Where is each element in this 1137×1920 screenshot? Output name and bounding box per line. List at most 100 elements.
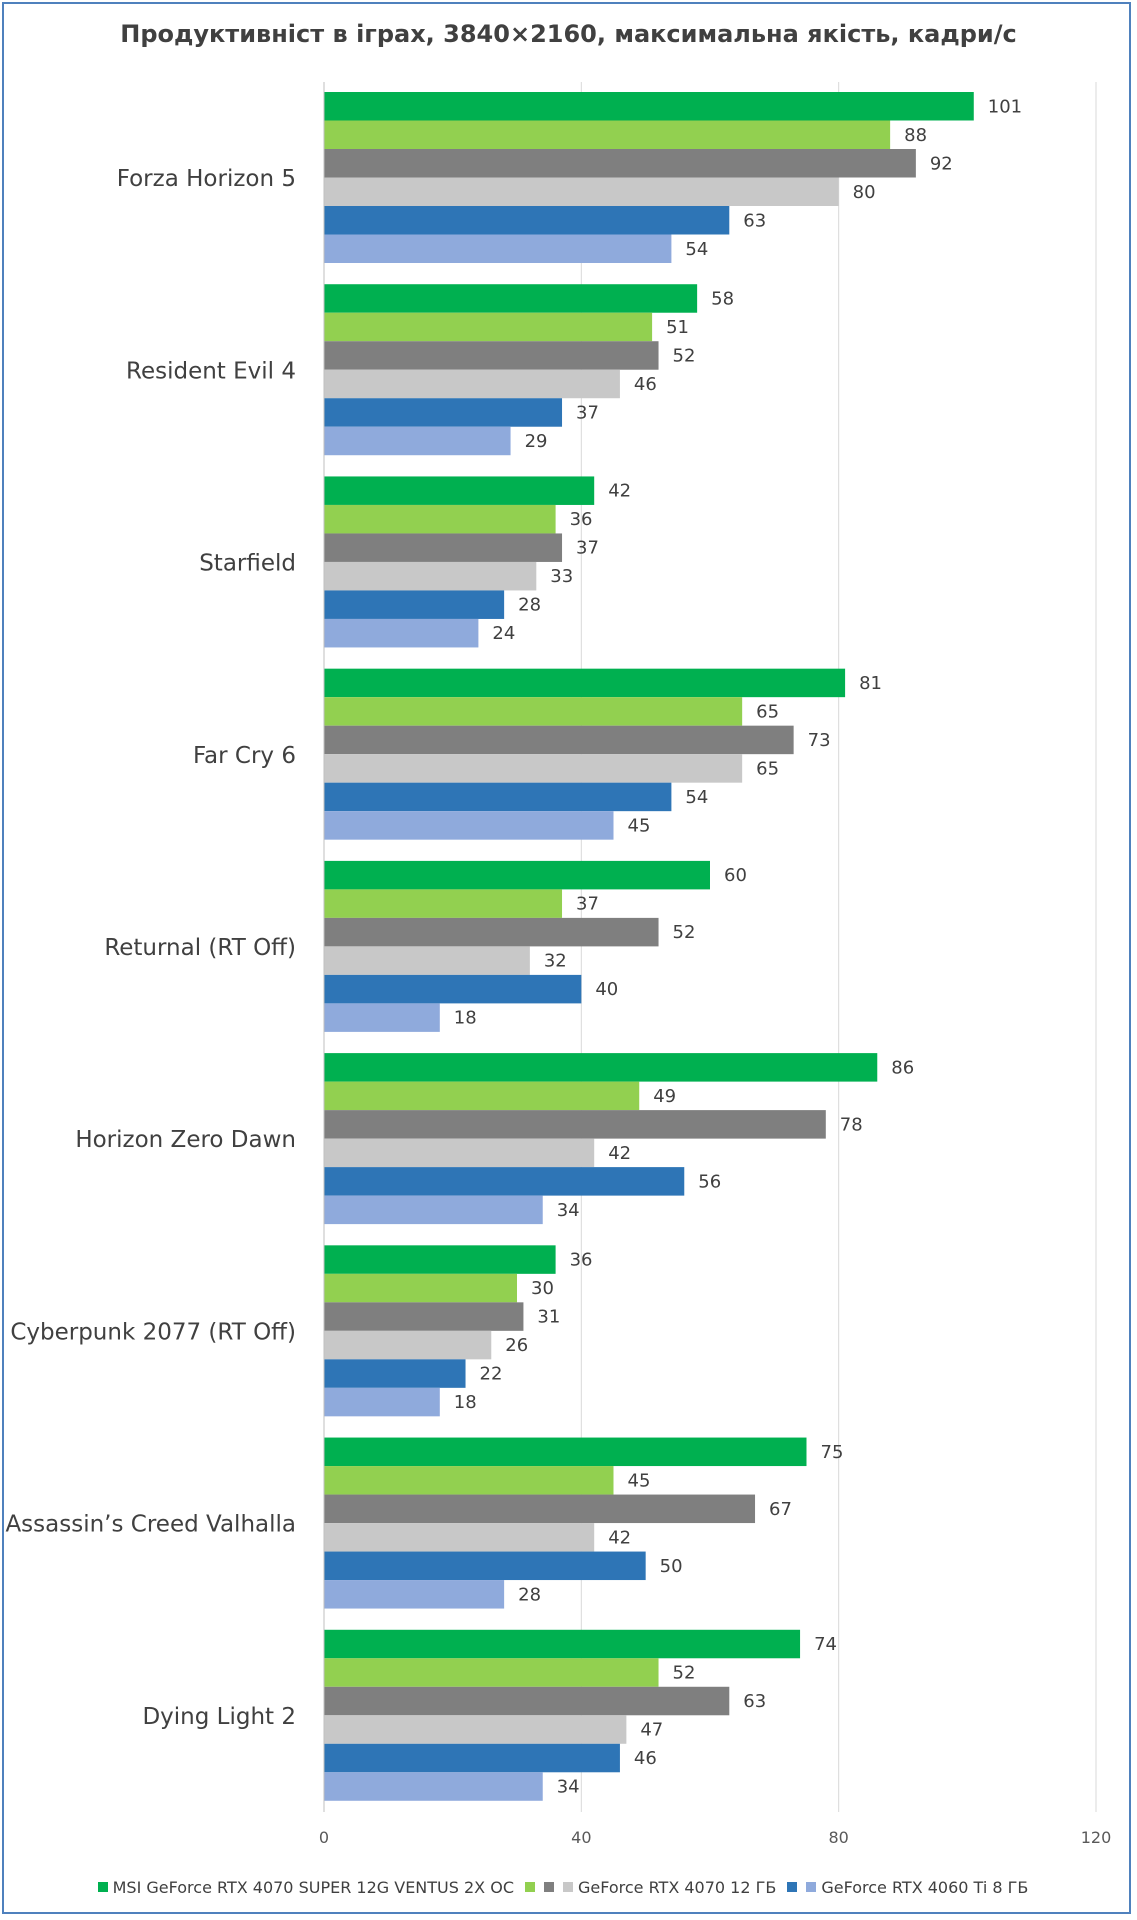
bar [324, 398, 563, 427]
bar [324, 92, 974, 121]
data-label: 67 [769, 1499, 792, 1520]
legend-item [543, 1882, 559, 1892]
category-label: Resident Evil 4 [126, 358, 296, 384]
bar [324, 782, 672, 812]
data-label: 75 [821, 1442, 844, 1463]
category-label: Assassin’s Creed Valhalla [5, 1512, 296, 1538]
x-tick-label: 40 [571, 1828, 591, 1847]
legend-swatch [543, 1882, 554, 1892]
data-label: 42 [608, 481, 631, 502]
bar [324, 974, 582, 1004]
bar [324, 1167, 685, 1196]
data-label: 60 [724, 865, 747, 886]
legend-item [524, 1882, 540, 1892]
bar [324, 1715, 627, 1744]
legend-swatch [524, 1882, 535, 1892]
data-label: 101 [988, 96, 1022, 117]
data-label: 50 [660, 1556, 683, 1577]
bar [324, 946, 530, 975]
chart-legend: MSI GeForce RTX 4070 SUPER 12G VENTUS 2X… [0, 1873, 1137, 1901]
legend-label: MSI GeForce RTX 4070 SUPER 12G VENTUS 2X… [112, 1877, 514, 1897]
bar [324, 476, 595, 505]
bar [324, 1110, 826, 1139]
data-label: 46 [634, 1748, 657, 1769]
bar [324, 618, 479, 648]
data-label: 63 [743, 210, 766, 231]
legend-swatch [806, 1882, 817, 1892]
bar [324, 1551, 646, 1581]
bar [324, 1523, 595, 1552]
bar [324, 504, 556, 534]
bar [324, 1053, 878, 1082]
bar [324, 1494, 756, 1524]
bar [324, 1081, 640, 1111]
data-label: 36 [570, 509, 593, 530]
data-label: 31 [537, 1307, 560, 1328]
bar [324, 1437, 807, 1467]
data-label: 65 [756, 701, 779, 722]
bar [324, 1273, 517, 1303]
bar [324, 1138, 595, 1168]
bar [324, 177, 839, 206]
data-label: 24 [492, 623, 515, 644]
bar [324, 917, 659, 947]
bar [324, 725, 794, 755]
data-label: 34 [557, 1200, 580, 1221]
category-label: Cyberpunk 2077 (RT Off) [10, 1319, 296, 1345]
bar [324, 1330, 492, 1360]
data-label: 46 [634, 374, 657, 395]
data-label: 45 [628, 815, 651, 836]
bar [324, 1245, 556, 1274]
bar [324, 590, 505, 619]
bar [324, 561, 537, 591]
data-label: 74 [814, 1634, 837, 1655]
data-label: 22 [480, 1364, 503, 1385]
data-label: 36 [570, 1250, 593, 1271]
bar [324, 1580, 505, 1609]
bar [324, 1658, 659, 1687]
bar [324, 426, 511, 456]
data-label: 92 [930, 153, 953, 174]
bar [324, 1359, 466, 1388]
bar [324, 234, 672, 263]
bar [324, 1686, 730, 1716]
bar [324, 889, 563, 918]
data-label: 37 [576, 402, 599, 423]
bar [324, 1387, 440, 1417]
category-label: Horizon Zero Dawn [75, 1127, 296, 1153]
data-label: 18 [454, 1392, 477, 1413]
bar [324, 754, 743, 783]
data-label: 49 [653, 1086, 676, 1107]
bar [324, 149, 916, 178]
bar [324, 1003, 440, 1032]
bar [324, 860, 710, 890]
data-label: 30 [531, 1278, 554, 1299]
data-label: 80 [853, 182, 876, 203]
category-label: Far Cry 6 [193, 743, 296, 769]
bar [324, 1195, 543, 1225]
data-label: 29 [525, 431, 548, 452]
data-label: 88 [904, 125, 927, 146]
data-label: 52 [673, 345, 696, 366]
category-label: Dying Light 2 [142, 1704, 296, 1730]
bar [324, 1743, 620, 1773]
data-label: 26 [505, 1335, 528, 1356]
legend-item: MSI GeForce RTX 4070 SUPER 12G VENTUS 2X… [97, 1877, 514, 1897]
data-label: 42 [608, 1527, 631, 1548]
data-label: 28 [518, 1584, 541, 1605]
data-label: 73 [808, 730, 831, 751]
bar [324, 206, 730, 235]
data-label: 78 [840, 1114, 863, 1135]
legend-label: GeForce RTX 4060 Ti 8 ГБ [821, 1877, 1029, 1897]
bar [324, 1302, 524, 1331]
data-label: 54 [685, 787, 708, 808]
data-label: 52 [673, 1663, 696, 1684]
bar [324, 120, 891, 149]
x-tick-label: 0 [319, 1828, 329, 1847]
category-label: Starfield [199, 551, 296, 577]
bar [324, 284, 698, 313]
data-label: 37 [576, 894, 599, 915]
data-label: 47 [640, 1720, 663, 1741]
data-label: 28 [518, 595, 541, 616]
